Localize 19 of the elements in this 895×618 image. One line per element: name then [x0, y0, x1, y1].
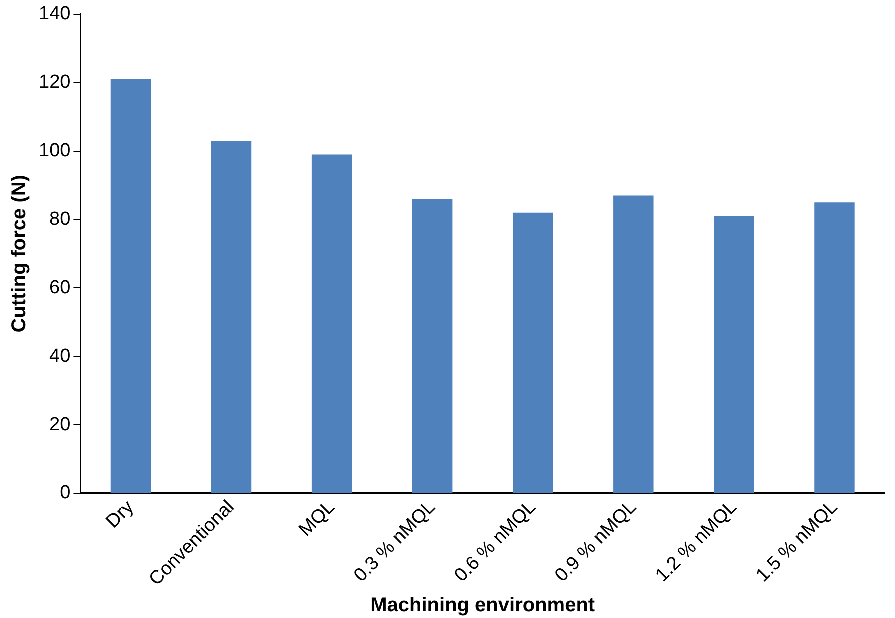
bar [714, 216, 754, 493]
y-tick-label: 0 [60, 482, 71, 504]
y-tick-label: 40 [50, 346, 71, 367]
bar [614, 196, 654, 493]
y-tick-label: 20 [50, 414, 71, 436]
y-axis-title: Cutting force (N) [8, 175, 31, 333]
y-tick-label: 60 [50, 277, 71, 298]
bar [513, 212, 554, 493]
y-tick-label: 100 [39, 140, 71, 162]
y-tick-label: 80 [50, 208, 71, 230]
y-tick-label: 140 [39, 4, 71, 25]
x-tick-label: Dry [102, 496, 139, 533]
bar [814, 202, 855, 493]
y-tick-label: 120 [39, 72, 71, 94]
bar [312, 154, 352, 493]
bar [110, 79, 152, 493]
bar [211, 141, 252, 493]
bar [412, 199, 453, 493]
x-axis-title: Machining environment [370, 594, 596, 617]
